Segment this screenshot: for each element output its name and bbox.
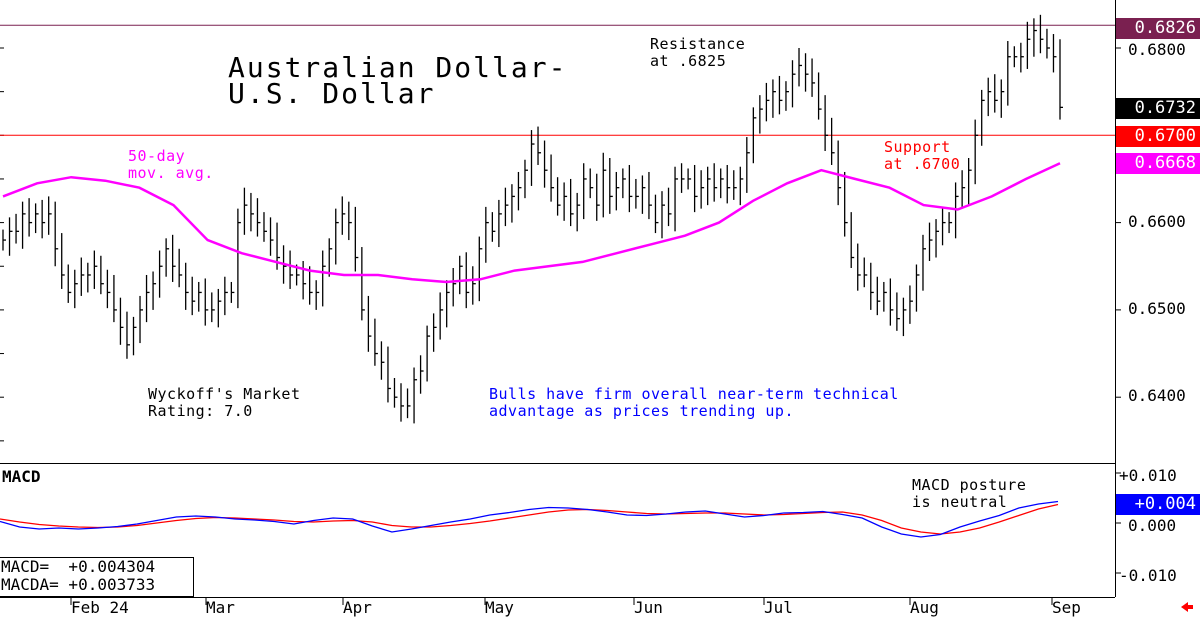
moving-average-badge: 0.6668: [1116, 153, 1200, 174]
moving-average-line: [2, 162, 1061, 284]
macd-readout-box: MACD= +0.004304 MACDA= +0.003733: [0, 557, 194, 597]
x-axis-label: May: [485, 598, 514, 617]
support-annotation: Support at .6700: [884, 138, 961, 173]
x-axis-label: Apr: [343, 598, 372, 617]
chart-title-line1: Australian Dollar-: [228, 51, 568, 84]
macd-tick-label: +0.010: [1119, 466, 1177, 485]
macd-readout: MACD= +0.004304: [1, 557, 156, 576]
x-axis-label: Feb 24: [71, 598, 129, 617]
macd-tick-label: 0.000: [1128, 516, 1177, 535]
market-rating-annotation: Wyckoff's Market Rating: 7.0: [148, 385, 301, 420]
x-axis-label: Mar: [206, 598, 235, 617]
macd-tick-label: -0.010: [1119, 566, 1177, 585]
chart-title-line2: U.S. Dollar: [228, 77, 436, 110]
price-tick-label: 0.6600: [1128, 212, 1186, 231]
macda-signal-line: [0, 503, 1059, 535]
resistance-price-badge: 0.6826: [1116, 18, 1200, 39]
macda-readout: MACDA= +0.003733: [1, 575, 156, 594]
support-price-badge: 0.6700: [1116, 126, 1200, 147]
x-axis-label: Sep: [1052, 598, 1081, 617]
moving-average-annotation: 50-day mov. avg.: [128, 147, 214, 182]
last-price-badge: 0.6732: [1116, 98, 1200, 119]
x-axis-label: Jun: [634, 598, 663, 617]
resistance-annotation: Resistance at .6825: [650, 35, 746, 70]
macd-line: [0, 500, 1059, 538]
macd-value-badge: +0.004: [1116, 494, 1200, 515]
price-tick-label: 0.6400: [1128, 386, 1186, 405]
price-tick-label: 0.6500: [1128, 299, 1186, 318]
macd-posture-annotation: MACD posture is neutral: [912, 476, 1027, 511]
scroll-left-arrow-icon[interactable]: [1180, 600, 1194, 614]
bulls-commentary-annotation: Bulls have firm overall near-term techni…: [489, 385, 899, 420]
macd-panel-label: MACD: [2, 467, 41, 486]
price-tick-label: 0.6800: [1128, 40, 1186, 59]
x-axis-label: Aug: [910, 598, 939, 617]
x-axis-label: Jul: [764, 598, 793, 617]
